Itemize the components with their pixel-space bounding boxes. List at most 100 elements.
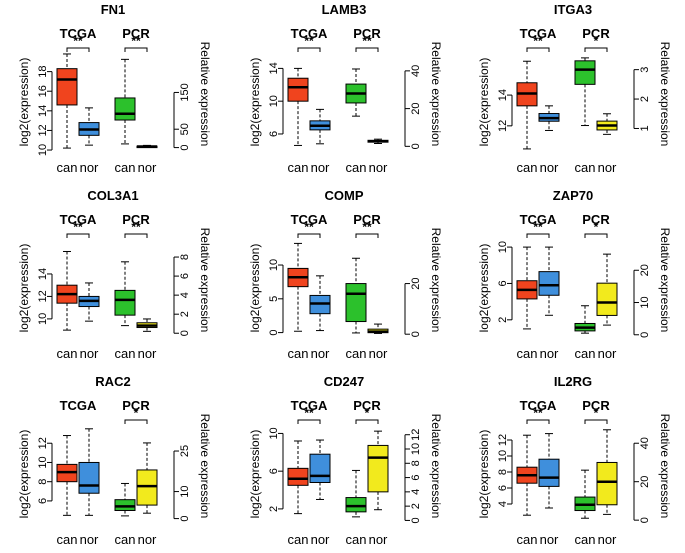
significance-label: ** xyxy=(362,220,372,234)
significance-bracket xyxy=(297,419,321,424)
right-tick-label: 0 xyxy=(179,516,191,522)
left-axis-label: log2(expression) xyxy=(17,58,31,147)
right-tick-label: 6 xyxy=(179,273,191,279)
significance-label: * xyxy=(594,34,599,48)
left-tick-label: 12 xyxy=(497,120,509,132)
significance-bracket xyxy=(355,47,379,52)
significance-bracket xyxy=(584,233,608,238)
panel-rac2: RAC2 TCGA PCR 6 8 10 12 log2(expression) 0 10 25 Re… xyxy=(17,374,212,547)
panel-title: RAC2 xyxy=(95,374,130,389)
significance-label: ** xyxy=(73,34,83,48)
panel-title: FN1 xyxy=(101,2,126,17)
panel-zap70: ZAP70 TCGA PCR 2 6 10 log2(expression) 0 10 20 Rel… xyxy=(477,188,672,361)
significance-label: * xyxy=(594,406,599,420)
left-tick-label: 10 xyxy=(37,313,49,325)
left-axis-label: log2(expression) xyxy=(248,244,262,333)
left-axis-label: log2(expression) xyxy=(477,430,491,519)
category-label-nor: nor xyxy=(80,160,99,175)
group-label-pcr: PCR xyxy=(582,212,610,227)
right-tick-label: 8 xyxy=(179,254,191,260)
box-tcga-nor xyxy=(538,271,560,296)
panel-title: COL3A1 xyxy=(87,188,138,203)
left-tick-label: 10 xyxy=(268,95,280,107)
box-tcga-nor xyxy=(538,458,560,487)
right-axis-label: Relative expression xyxy=(198,228,212,333)
significance-bracket xyxy=(66,233,90,238)
box-tcga-can xyxy=(287,77,309,102)
left-tick-label: 14 xyxy=(268,62,280,74)
box-pcr-nor xyxy=(136,469,158,506)
significance-label: ** xyxy=(131,34,141,48)
right-tick-label: 20 xyxy=(639,476,651,488)
category-label-can: can xyxy=(288,532,309,547)
right-axis-label: Relative expression xyxy=(429,42,443,147)
significance-bracket xyxy=(297,47,321,52)
group-label-pcr: PCR xyxy=(353,26,381,41)
left-tick-label: 2 xyxy=(497,317,509,323)
category-label-nor: nor xyxy=(369,532,388,547)
left-tick-label: 14 xyxy=(497,89,509,101)
box-pcr-nor xyxy=(596,282,618,316)
significance-bracket xyxy=(584,419,608,424)
significance-bracket xyxy=(584,47,608,52)
category-label-can: can xyxy=(288,346,309,361)
category-label-nor: nor xyxy=(540,160,559,175)
significance-label: * xyxy=(365,406,370,420)
category-label-can: can xyxy=(517,160,538,175)
right-tick-label: 2 xyxy=(179,311,191,317)
left-tick-label: 16 xyxy=(37,85,49,97)
box-pcr-can xyxy=(345,497,367,513)
right-axis-label: Relative expression xyxy=(658,228,672,333)
category-label-can: can xyxy=(57,532,78,547)
panel-cd247: CD247 TCGA PCR 2 6 10 log2(expression) 0 2 4 6 8 10 1… xyxy=(248,374,443,547)
significance-bracket xyxy=(66,47,90,52)
significance-label: ** xyxy=(362,34,372,48)
panel-title: CD247 xyxy=(324,374,364,389)
right-axis-label: Relative expression xyxy=(658,414,672,519)
left-tick-label: 10 xyxy=(37,144,49,156)
panel-title: ITGA3 xyxy=(554,2,592,17)
category-label-can: can xyxy=(346,160,367,175)
right-tick-label: 0 xyxy=(179,145,191,151)
right-tick-label: 1 xyxy=(639,125,651,131)
category-label-can: can xyxy=(346,532,367,547)
panel-il2rg: IL2RG TCGA PCR 4 6 8 10 12 log2(expression) 0 20 40… xyxy=(477,374,672,547)
panel-title: COMP xyxy=(325,188,364,203)
category-label-can: can xyxy=(288,160,309,175)
category-label-can: can xyxy=(575,160,596,175)
left-tick-label: 2 xyxy=(268,506,280,512)
group-label-tcga: TCGA xyxy=(291,212,328,227)
category-label-nor: nor xyxy=(138,160,157,175)
left-axis-label: log2(expression) xyxy=(477,244,491,333)
significance-bracket xyxy=(355,233,379,238)
right-tick-label: 20 xyxy=(410,277,422,289)
right-tick-label: 40 xyxy=(410,65,422,77)
left-tick-label: 8 xyxy=(497,469,509,475)
right-tick-label: 0 xyxy=(639,332,651,338)
left-tick-label: 6 xyxy=(37,498,49,504)
category-label-can: can xyxy=(517,346,538,361)
group-label-pcr: PCR xyxy=(582,26,610,41)
category-label-nor: nor xyxy=(311,346,330,361)
category-label-nor: nor xyxy=(598,160,617,175)
box-pcr-can xyxy=(345,283,367,323)
left-tick-label: 10 xyxy=(497,450,509,462)
significance-label: ** xyxy=(304,406,314,420)
box-tcga-can xyxy=(287,467,309,486)
panel-fn1: FN1 TCGA PCR 10 12 14 16 18 log2(expression) 0 50 1… xyxy=(17,2,212,175)
significance-bracket xyxy=(124,47,148,52)
box-tcga-nor xyxy=(309,453,331,483)
left-tick-label: 12 xyxy=(37,124,49,136)
category-label-nor: nor xyxy=(80,532,99,547)
significance-label: ** xyxy=(304,220,314,234)
panel-title: IL2RG xyxy=(554,374,592,389)
box-pcr-can xyxy=(114,499,136,511)
category-label-can: can xyxy=(115,532,136,547)
category-label-can: can xyxy=(346,346,367,361)
right-tick-label: 3 xyxy=(639,67,651,73)
significance-label: ** xyxy=(533,220,543,234)
left-tick-label: 6 xyxy=(268,468,280,474)
box-tcga-can xyxy=(56,68,78,106)
group-label-tcga: TCGA xyxy=(291,398,328,413)
